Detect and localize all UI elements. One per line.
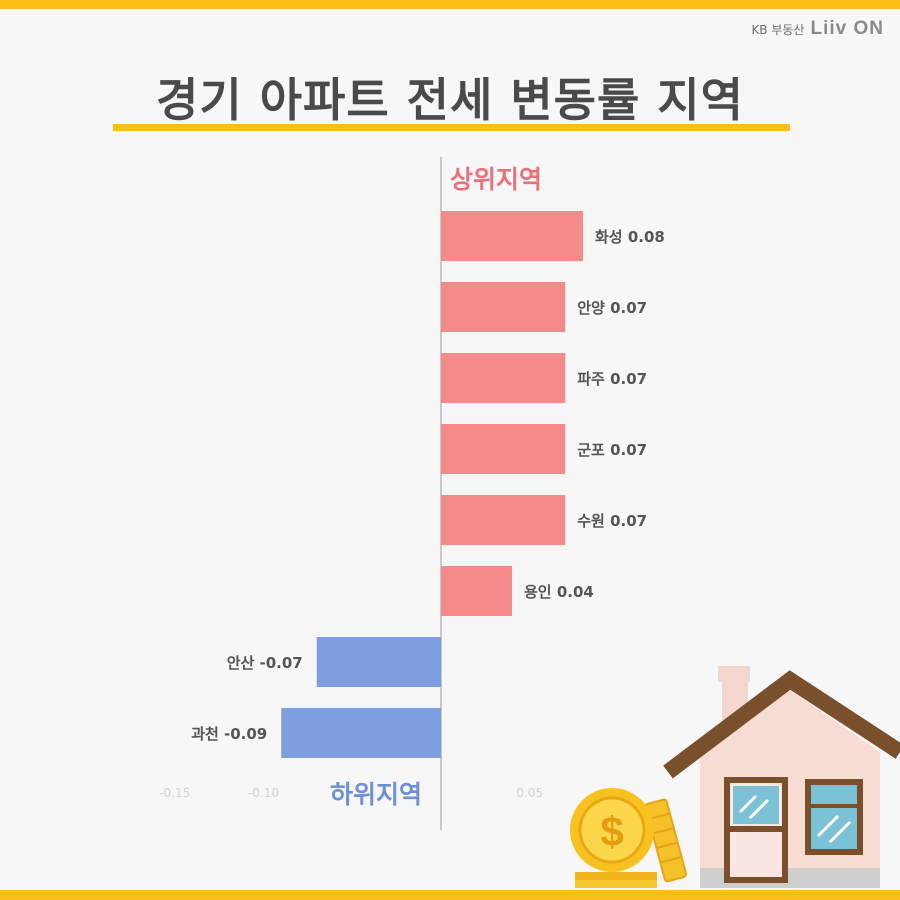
bar-안양 (441, 282, 566, 332)
bar-안산 (316, 637, 441, 687)
x-tick-label: -0.15 (159, 786, 190, 800)
bar-과천 (281, 708, 441, 758)
data-label-용인: 용인 0.04 (524, 583, 594, 601)
house-icon (663, 666, 900, 888)
brand-kb-text: KB 부동산 (751, 22, 805, 37)
group-label-top: 상위지역 (450, 165, 542, 194)
title-underline (113, 124, 790, 131)
dollar-coin-icon: $ (570, 788, 654, 872)
data-label-화성: 화성 0.08 (595, 228, 665, 246)
page-title: 경기 아파트 전세 변동률 지역 (156, 73, 744, 127)
data-label-파주: 파주 0.07 (577, 370, 647, 388)
coin-stack-icon (575, 798, 688, 888)
x-tick-label: 0.05 (516, 786, 543, 800)
x-tick-label: -0.10 (248, 786, 279, 800)
data-label-군포: 군포 0.07 (577, 441, 647, 459)
bar-군포 (441, 424, 566, 474)
brand-logo: KB 부동산 Liiv ON (751, 18, 884, 40)
group-label-bottom: 하위지역 (330, 780, 422, 809)
bar-용인 (441, 566, 512, 616)
top-border (0, 0, 900, 9)
data-label-과천: 과천 -0.09 (191, 725, 267, 743)
bar-파주 (441, 353, 566, 403)
bar-화성 (441, 211, 583, 261)
bar-수원 (441, 495, 566, 545)
data-label-안양: 안양 0.07 (577, 299, 647, 317)
brand-liiv-logo: Liiv ON (810, 18, 884, 39)
bottom-border (0, 890, 900, 900)
dollar-sign: $ (600, 808, 623, 855)
data-label-안산: 안산 -0.07 (227, 654, 303, 672)
data-label-수원: 수원 0.07 (577, 512, 647, 530)
